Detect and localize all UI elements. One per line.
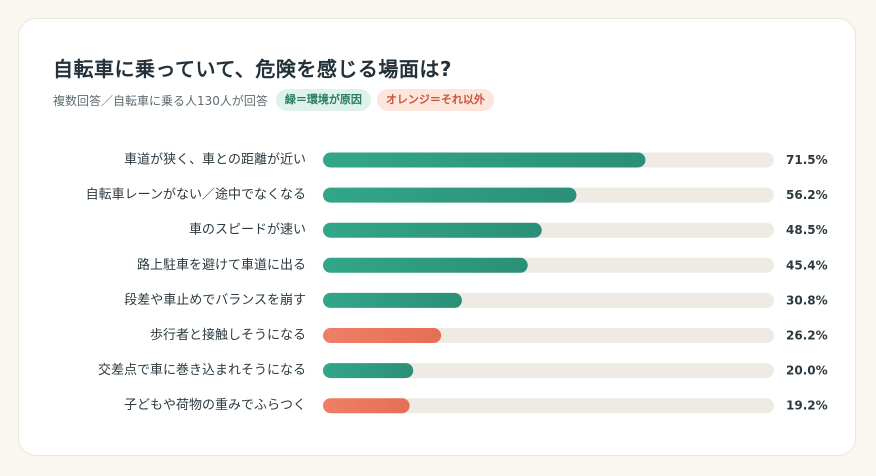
- bar-environment: [323, 222, 542, 238]
- chart-title: 自転車に乗っていて、危険を感じる場面は?: [53, 57, 453, 81]
- chart-subtitle: 複数回答／自転車に乗る人130人が回答: [53, 93, 268, 108]
- category-label: 段差や車止めでバランスを崩す: [124, 293, 306, 308]
- bar-other: [323, 398, 410, 414]
- legend-badge-environment: 緑＝環境が原因: [275, 89, 371, 111]
- subtitle-row: 複数回答／自転車に乗る人130人が回答 緑＝環境が原因 オレンジ＝それ以外: [53, 89, 500, 111]
- value-label: 45.4%: [786, 258, 828, 272]
- category-label: 歩行者と接触しそうになる: [150, 327, 306, 343]
- value-label: 19.2%: [786, 399, 828, 413]
- bar-environment: [323, 363, 414, 379]
- category-label: 車道が狭く、車との距離が近い: [124, 153, 306, 168]
- bar-track: [323, 398, 774, 414]
- category-label: 交差点で車に巻き込まれそうになる: [98, 362, 306, 378]
- bar-environment: [323, 292, 462, 308]
- legend-badge-other: オレンジ＝それ以外: [376, 89, 494, 111]
- category-label: 車のスピードが速い: [189, 223, 306, 238]
- value-label: 71.5%: [786, 153, 828, 167]
- bar-environment: [323, 257, 528, 273]
- value-label: 26.2%: [786, 329, 828, 343]
- value-label: 48.5%: [786, 223, 828, 237]
- bar-chart: 車道が狭く、車との距離が近い 71.5% 自転車レーンがない／途中でなくなる 56.2…: [86, 152, 828, 414]
- value-label: 56.2%: [786, 188, 828, 202]
- bar-environment: [323, 187, 577, 203]
- value-label: 20.0%: [786, 364, 828, 378]
- chart-card: 自転車に乗っていて、危険を感じる場面は? 複数回答／自転車に乗る人130人が回答…: [18, 18, 856, 456]
- category-label: 路上駐車を避けて車道に出る: [137, 257, 306, 273]
- bar-environment: [323, 152, 646, 168]
- value-label: 30.8%: [786, 293, 828, 307]
- bar-other: [323, 328, 442, 343]
- bar-track: [323, 363, 774, 379]
- category-label: 自転車レーンがない／途中でなくなる: [86, 187, 306, 203]
- category-label: 子どもや荷物の重みでふらつく: [124, 397, 306, 413]
